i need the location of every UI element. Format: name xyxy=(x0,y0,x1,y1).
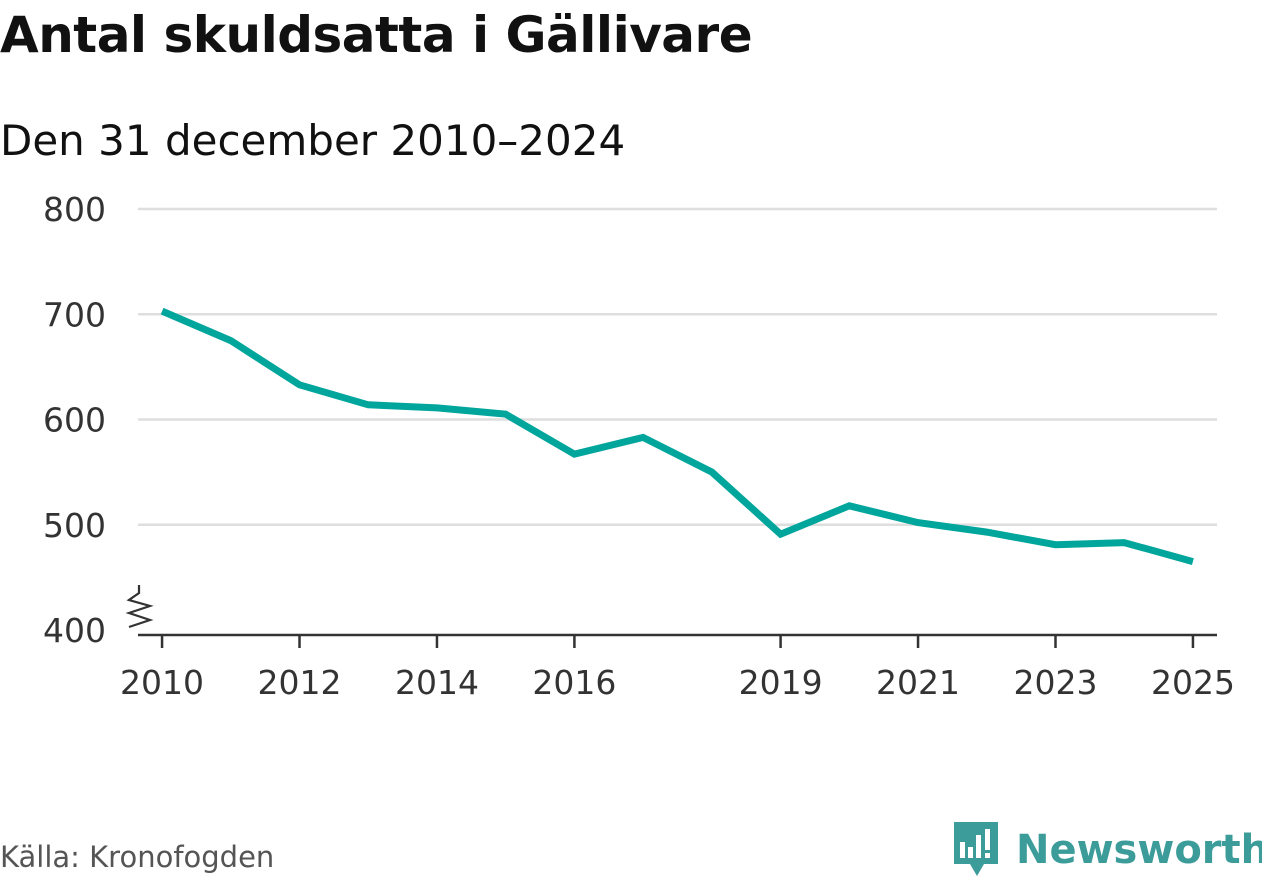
x-tick-label-2021: 2021 xyxy=(876,663,960,702)
source-note: Källa: Kronofogden xyxy=(0,840,275,874)
x-tick-label-2025: 2025 xyxy=(1151,663,1235,702)
series-group xyxy=(160,307,1194,565)
newsworthy-chart-bubble-icon xyxy=(954,822,998,876)
brand-name: Newsworthy xyxy=(1016,827,1262,873)
y-tick-label-500: 500 xyxy=(43,506,106,545)
x-tick-label-2023: 2023 xyxy=(1014,663,1098,702)
chart-subtitle: Den 31 december 2010–2024 xyxy=(0,116,626,165)
y-tick-label-600: 600 xyxy=(43,401,106,440)
x-tick-label-2014: 2014 xyxy=(395,663,479,702)
y-tick-label-400: 400 xyxy=(43,611,106,650)
gridlines xyxy=(138,207,1217,526)
x-tick-label-2012: 2012 xyxy=(258,663,342,702)
chart-title: Antal skuldsatta i Gällivare xyxy=(0,6,753,64)
axis-break-zigzag xyxy=(125,585,154,629)
axis-break-icon xyxy=(125,585,154,629)
x-tick-label-2019: 2019 xyxy=(739,663,823,702)
y-tick-label-800: 800 xyxy=(43,190,106,229)
brand-logo: Newsworthy xyxy=(952,820,1262,880)
x-tick-label-2010: 2010 xyxy=(120,663,204,702)
y-axis-tick-labels: 400 500 600 700 800 xyxy=(43,190,106,650)
y-tick-label-700: 700 xyxy=(43,295,106,334)
x-axis xyxy=(138,633,1217,648)
x-tick-label-2016: 2016 xyxy=(532,663,616,702)
x-axis-tick-labels: 2010 2012 2014 2016 2019 2021 2023 2025 xyxy=(120,663,1235,702)
series-line-0 xyxy=(160,307,1194,565)
